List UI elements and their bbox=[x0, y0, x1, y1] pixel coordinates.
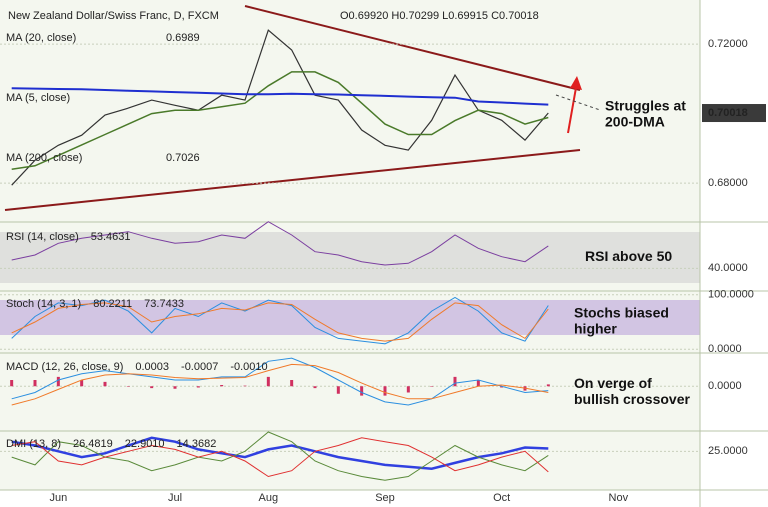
legend-entry: 0.0003 bbox=[135, 361, 169, 373]
legend-entry: MACD (12, 26, close, 9) bbox=[6, 361, 123, 373]
annotation: higher bbox=[574, 321, 617, 337]
series-line bbox=[11, 363, 549, 406]
series-line bbox=[11, 29, 549, 186]
legend-entry: MA (20, close) bbox=[6, 32, 76, 44]
rsi-band bbox=[0, 232, 700, 283]
histogram-bar bbox=[196, 386, 200, 388]
histogram-bar bbox=[220, 385, 224, 387]
legend-entry: -0.0010 bbox=[230, 361, 267, 373]
legend-entry: -0.0007 bbox=[181, 361, 218, 373]
histogram-bar bbox=[430, 386, 434, 387]
y-tick-label: 0.72000 bbox=[708, 38, 748, 50]
histogram-bar bbox=[336, 386, 340, 394]
legend-entry: Stoch (14, 3, 1) bbox=[6, 298, 81, 310]
arrow-head bbox=[570, 76, 582, 90]
x-tick-label: Jul bbox=[168, 492, 182, 504]
legend-entry: 22.9010 bbox=[125, 438, 165, 450]
annotation: 200-DMA bbox=[605, 114, 665, 130]
histogram-bar bbox=[406, 386, 410, 393]
histogram-bar bbox=[10, 380, 14, 387]
y-tick-label: 40.0000 bbox=[708, 262, 748, 274]
legend-entry: DMI (13, 8) bbox=[6, 438, 61, 450]
series-line bbox=[11, 87, 549, 106]
y-tick-label: 0.68000 bbox=[708, 177, 748, 189]
chart-title: New Zealand Dollar/Swiss Franc, D, FXCM bbox=[8, 10, 219, 22]
legend-entry: 0.7026 bbox=[166, 152, 200, 164]
histogram-bar bbox=[33, 380, 37, 387]
legend-entry: 26.4819 bbox=[73, 438, 113, 450]
histogram-bar bbox=[126, 386, 130, 387]
series-line bbox=[11, 302, 549, 342]
histogram-bar bbox=[360, 386, 364, 396]
y-tick-label: 0.0000 bbox=[708, 380, 742, 392]
series-line bbox=[11, 431, 549, 481]
arrow bbox=[567, 81, 578, 134]
histogram-bar bbox=[290, 380, 294, 387]
legend-entry: 73.7433 bbox=[144, 298, 184, 310]
series-line bbox=[11, 437, 549, 478]
histogram-bar bbox=[103, 381, 107, 387]
x-tick-label: Nov bbox=[609, 492, 629, 504]
histogram-bar bbox=[383, 386, 387, 396]
trendline bbox=[4, 149, 581, 211]
x-tick-label: Aug bbox=[259, 492, 279, 504]
pointer bbox=[555, 94, 601, 111]
y-tick-label: 25.0000 bbox=[708, 445, 748, 457]
histogram-bar bbox=[56, 376, 60, 387]
histogram-bar bbox=[313, 386, 317, 389]
annotation: On verge of bbox=[574, 375, 652, 391]
last-price: 0.70018 bbox=[708, 107, 748, 119]
series-line bbox=[11, 71, 549, 171]
series-line bbox=[11, 357, 549, 406]
histogram-bar bbox=[80, 380, 84, 387]
ohlc: O0.69920 H0.70299 L0.69915 C0.70018 bbox=[340, 10, 539, 22]
histogram-bar bbox=[500, 386, 504, 388]
histogram-bar bbox=[546, 384, 550, 387]
histogram-bar bbox=[266, 376, 270, 387]
legend-entry: MA (5, close) bbox=[6, 92, 70, 104]
series-line bbox=[11, 296, 549, 345]
histogram-bar bbox=[150, 386, 154, 389]
legend-entry: MA (200, close) bbox=[6, 152, 82, 164]
histogram-bar bbox=[243, 385, 247, 387]
legend-entry: RSI (14, close) bbox=[6, 231, 79, 243]
series-line bbox=[11, 436, 549, 470]
legend-entry: 0.6989 bbox=[166, 32, 200, 44]
x-tick-label: Sep bbox=[375, 492, 395, 504]
histogram-bar bbox=[173, 386, 177, 389]
price-box bbox=[702, 104, 766, 123]
y-tick-label: 100.0000 bbox=[708, 289, 754, 301]
series-line bbox=[11, 221, 549, 266]
annotation: Stochs biased bbox=[574, 305, 669, 321]
histogram-bar bbox=[476, 380, 480, 387]
annotation: RSI above 50 bbox=[585, 248, 672, 264]
y-tick-label: 0.0000 bbox=[708, 343, 742, 355]
trendline bbox=[244, 5, 581, 91]
x-tick-label: Jun bbox=[49, 492, 67, 504]
annotation: Struggles at bbox=[605, 98, 686, 114]
legend-entry: 14.3682 bbox=[177, 438, 217, 450]
annotation: bullish crossover bbox=[574, 391, 690, 407]
legend-entry: 53.4631 bbox=[91, 231, 131, 243]
x-tick-label: Oct bbox=[493, 492, 510, 504]
legend-entry: 80.2211 bbox=[93, 298, 132, 310]
histogram-bar bbox=[453, 376, 457, 387]
